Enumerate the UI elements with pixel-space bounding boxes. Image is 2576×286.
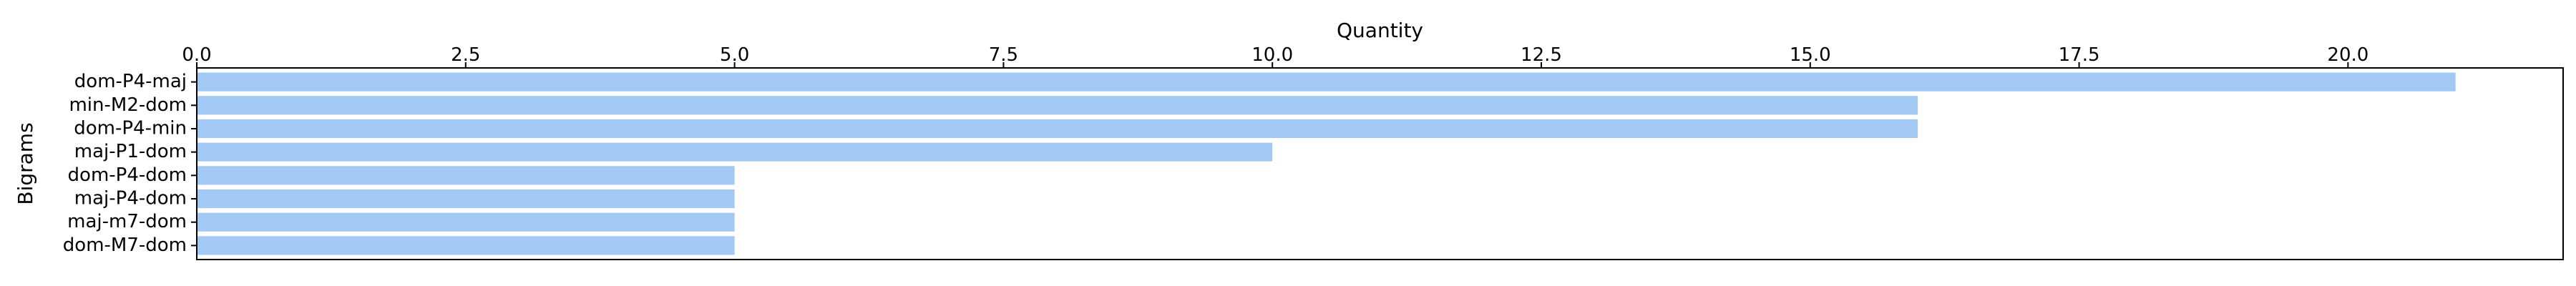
y-axis-ticks: dom-P4-majmin-M2-domdom-P4-minmaj-P1-dom… — [63, 71, 197, 256]
x-tick-label: 12.5 — [1521, 44, 1562, 66]
y-tick-label: maj-P1-dom — [74, 141, 187, 162]
x-tick-label: 10.0 — [1252, 44, 1293, 66]
x-tick-label: 20.0 — [2327, 44, 2368, 66]
bar-maj-m7-dom — [197, 212, 735, 232]
y-tick-label: dom-M7-dom — [63, 235, 187, 256]
x-axis-label: Quantity — [1337, 19, 1423, 42]
plot-frame — [196, 67, 2564, 260]
x-tick-label: 15.0 — [1790, 44, 1831, 66]
x-tick-label: 5.0 — [720, 44, 749, 66]
bar-dom-M7-dom — [197, 236, 735, 255]
x-tick-label: 7.5 — [989, 44, 1018, 66]
bar-min-M2-dom — [197, 96, 1918, 115]
bar-maj-P4-dom — [197, 189, 735, 209]
x-tick-label: 17.5 — [2059, 44, 2100, 66]
y-tick-label: dom-P4-dom — [68, 164, 187, 186]
bar-dom-P4-dom — [197, 166, 735, 185]
y-tick-label: dom-P4-maj — [74, 71, 187, 92]
bar-series — [197, 72, 2456, 255]
y-tick-label: maj-m7-dom — [67, 211, 187, 232]
x-tick-label: 2.5 — [451, 44, 480, 66]
y-tick-label: min-M2-dom — [69, 94, 187, 116]
y-tick-label: dom-P4-min — [74, 117, 187, 139]
y-tick-label: maj-P4-dom — [74, 188, 187, 209]
x-axis-ticks: 0.0 2.5 5.0 7.5 10.0 12.5 15.0 17.5 20.0 — [182, 44, 2368, 68]
bar-maj-P1-dom — [197, 142, 1273, 162]
x-tick-label: 0.0 — [182, 44, 211, 66]
bar-dom-P4-min — [197, 119, 1918, 139]
y-axis-label: Bigrams — [14, 122, 37, 204]
bar-dom-P4-maj — [197, 72, 2456, 92]
